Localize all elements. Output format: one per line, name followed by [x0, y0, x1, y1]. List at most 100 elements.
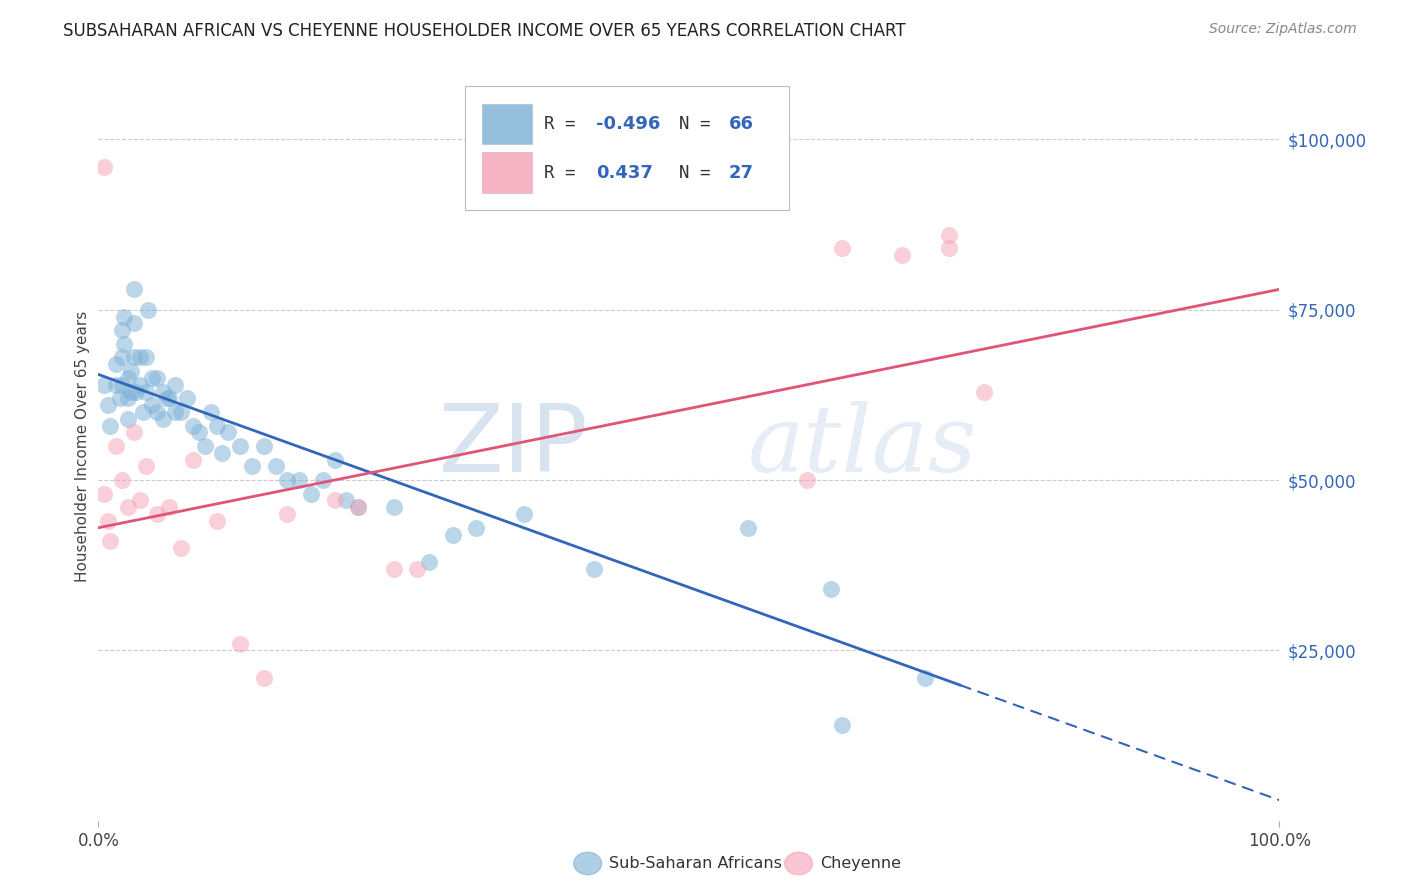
Point — [122, 425, 145, 440]
Point — [264, 459, 287, 474]
Point — [141, 371, 163, 385]
Point — [135, 459, 157, 474]
Point — [335, 493, 357, 508]
Point — [229, 636, 252, 650]
Point — [170, 541, 193, 556]
Point — [205, 418, 228, 433]
Point — [157, 500, 180, 515]
Circle shape — [785, 852, 813, 875]
Point — [229, 439, 252, 453]
Point — [156, 392, 179, 406]
Point — [98, 534, 121, 549]
Point — [135, 351, 157, 365]
Point — [831, 718, 853, 732]
Point — [111, 377, 134, 392]
Point — [105, 439, 128, 453]
Point — [323, 452, 346, 467]
Point — [152, 411, 174, 425]
Text: Cheyenne: Cheyenne — [820, 856, 901, 871]
Text: Sub-Saharan Africans: Sub-Saharan Africans — [609, 856, 782, 871]
Text: Source: ZipAtlas.com: Source: ZipAtlas.com — [1209, 22, 1357, 37]
Point — [890, 248, 912, 262]
Point — [93, 160, 115, 174]
Point — [465, 521, 488, 535]
Point — [97, 514, 120, 528]
Text: R =: R = — [544, 163, 596, 181]
Point — [512, 507, 534, 521]
Text: 27: 27 — [730, 163, 754, 181]
Text: ZIP: ZIP — [439, 400, 589, 492]
Point — [132, 405, 155, 419]
Point — [170, 405, 193, 419]
Text: SUBSAHARAN AFRICAN VS CHEYENNE HOUSEHOLDER INCOME OVER 65 YEARS CORRELATION CHAR: SUBSAHARAN AFRICAN VS CHEYENNE HOUSEHOLD… — [63, 22, 905, 40]
Point — [312, 473, 335, 487]
Point — [152, 384, 174, 399]
Point — [583, 561, 606, 575]
Point — [820, 582, 842, 596]
Text: R =: R = — [544, 115, 586, 133]
Point — [121, 384, 143, 399]
Point — [211, 446, 233, 460]
Point — [288, 473, 311, 487]
Point — [205, 514, 228, 528]
Point — [146, 371, 169, 385]
Point — [121, 364, 143, 378]
Point — [187, 425, 209, 440]
Point — [418, 555, 440, 569]
Point — [276, 507, 298, 521]
Point — [382, 500, 405, 515]
Point — [93, 486, 115, 500]
Point — [98, 418, 121, 433]
Point — [93, 377, 115, 392]
Text: -0.496: -0.496 — [596, 115, 659, 133]
Point — [253, 439, 276, 453]
Point — [217, 425, 239, 440]
Text: N =: N = — [679, 163, 721, 181]
Point — [108, 392, 131, 406]
Point — [181, 418, 204, 433]
Point — [737, 521, 759, 535]
Point — [194, 439, 217, 453]
Point — [973, 384, 995, 399]
Point — [796, 473, 818, 487]
Point — [157, 392, 180, 406]
Point — [200, 405, 222, 419]
Point — [831, 242, 853, 256]
FancyBboxPatch shape — [464, 87, 789, 210]
Point — [117, 392, 139, 406]
Point — [347, 500, 370, 515]
Point — [122, 282, 145, 296]
Point — [105, 377, 128, 392]
Text: 66: 66 — [730, 115, 754, 133]
Point — [146, 405, 169, 419]
Point — [938, 227, 960, 242]
Point — [112, 336, 135, 351]
Point — [128, 351, 150, 365]
Point — [128, 377, 150, 392]
Point — [128, 493, 150, 508]
Point — [146, 507, 169, 521]
Point — [176, 392, 198, 406]
Text: atlas: atlas — [748, 401, 977, 491]
Point — [323, 493, 346, 508]
FancyBboxPatch shape — [482, 153, 531, 193]
Point — [125, 384, 148, 399]
Point — [347, 500, 370, 515]
Point — [240, 459, 263, 474]
Point — [117, 500, 139, 515]
Text: N =: N = — [679, 115, 721, 133]
Point — [122, 351, 145, 365]
Point — [165, 405, 187, 419]
Point — [276, 473, 298, 487]
Point — [117, 371, 139, 385]
Point — [938, 242, 960, 256]
Point — [122, 317, 145, 331]
Point — [111, 351, 134, 365]
Point — [914, 671, 936, 685]
Point — [136, 302, 159, 317]
Y-axis label: Householder Income Over 65 years: Householder Income Over 65 years — [75, 310, 90, 582]
Point — [299, 486, 322, 500]
Point — [97, 398, 120, 412]
Point — [253, 671, 276, 685]
Point — [135, 384, 157, 399]
